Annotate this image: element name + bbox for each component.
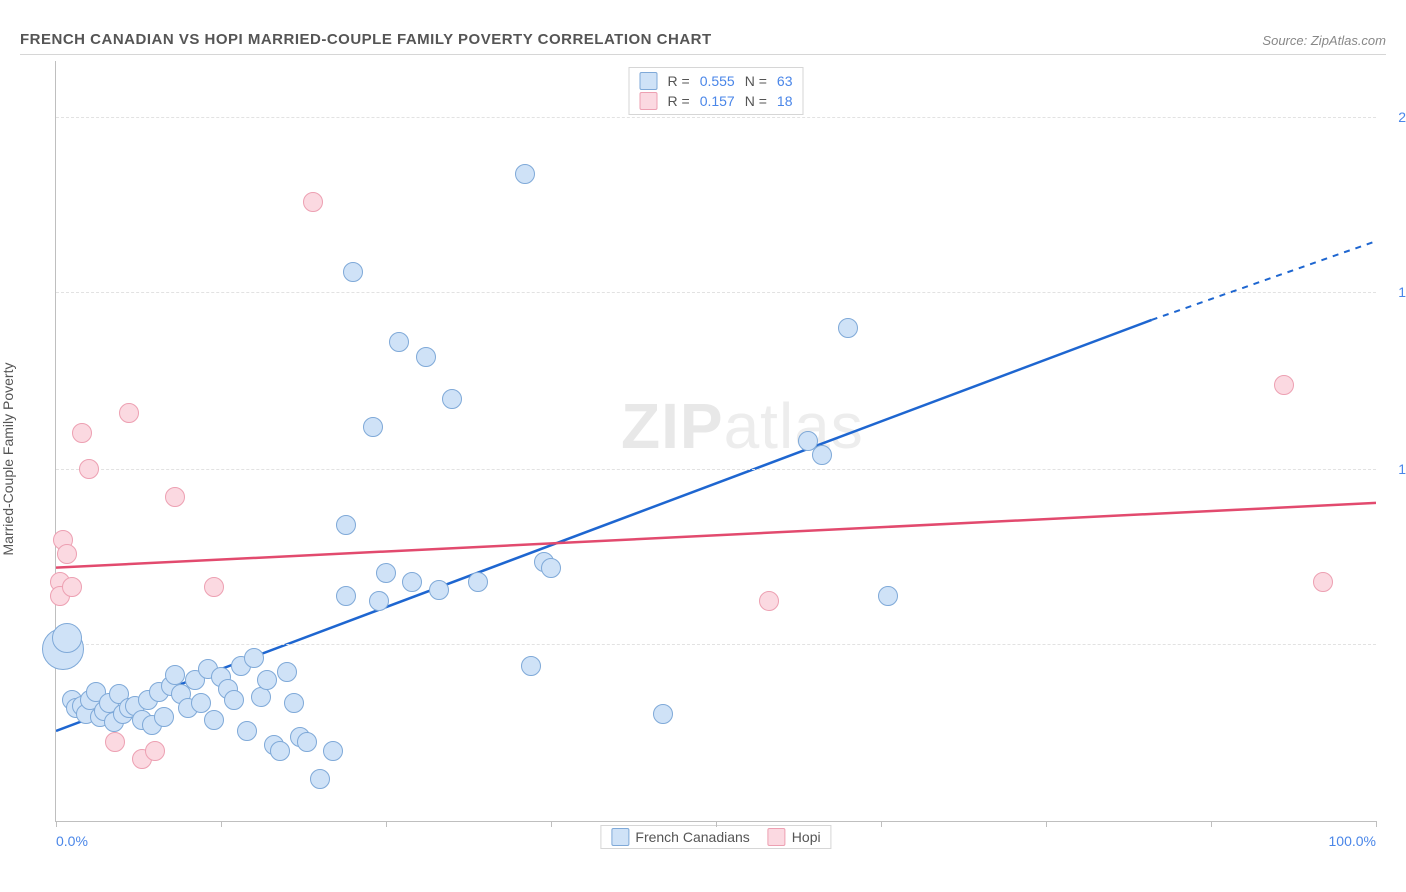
- data-point: [759, 591, 779, 611]
- data-point: [878, 586, 898, 606]
- chart-title: FRENCH CANADIAN VS HOPI MARRIED-COUPLE F…: [20, 31, 712, 48]
- data-point: [323, 741, 343, 761]
- data-point: [244, 648, 264, 668]
- data-point: [270, 741, 290, 761]
- data-point: [1274, 375, 1294, 395]
- data-point: [191, 693, 211, 713]
- data-point: [237, 721, 257, 741]
- legend-item: Hopi: [768, 828, 821, 846]
- data-point: [277, 662, 297, 682]
- data-point: [541, 558, 561, 578]
- data-point: [653, 704, 673, 724]
- data-point: [336, 515, 356, 535]
- data-point: [165, 665, 185, 685]
- data-point: [389, 332, 409, 352]
- legend-swatch-icon: [768, 828, 786, 846]
- data-point: [284, 693, 304, 713]
- legend-n-label: N =: [745, 93, 767, 109]
- data-point: [303, 192, 323, 212]
- data-point: [52, 623, 82, 653]
- gridline: [56, 117, 1376, 118]
- chart-container: Married-Couple Family Poverty ZIPatlas R…: [20, 56, 1386, 861]
- legend-n-value: 63: [777, 73, 793, 89]
- series-legend: French Canadians Hopi: [600, 825, 831, 849]
- x-tick: [56, 821, 57, 827]
- legend-r-value: 0.157: [700, 93, 735, 109]
- source-attribution: Source: ZipAtlas.com: [1262, 33, 1386, 48]
- data-point: [442, 389, 462, 409]
- data-point: [165, 487, 185, 507]
- data-point: [838, 318, 858, 338]
- legend-series-label: Hopi: [792, 829, 821, 845]
- data-point: [1313, 572, 1333, 592]
- x-tick: [1211, 821, 1212, 827]
- legend-swatch-icon: [640, 72, 658, 90]
- data-point: [376, 563, 396, 583]
- data-point: [521, 656, 541, 676]
- gridline: [56, 469, 1376, 470]
- legend-swatch-icon: [640, 92, 658, 110]
- x-tick: [551, 821, 552, 827]
- data-point: [297, 732, 317, 752]
- y-tick-label: 12.5%: [1383, 461, 1406, 477]
- data-point: [62, 577, 82, 597]
- data-point: [369, 591, 389, 611]
- data-point: [402, 572, 422, 592]
- gridline: [56, 292, 1376, 293]
- legend-n-label: N =: [745, 73, 767, 89]
- legend-series-label: French Canadians: [635, 829, 749, 845]
- x-tick: [221, 821, 222, 827]
- x-tick: [716, 821, 717, 827]
- legend-item: French Canadians: [611, 828, 749, 846]
- trend-lines: [56, 61, 1376, 821]
- legend-swatch-icon: [611, 828, 629, 846]
- legend-r-value: 0.555: [700, 73, 735, 89]
- y-tick-label: 6.3%: [1383, 636, 1406, 652]
- data-point: [145, 741, 165, 761]
- data-point: [204, 710, 224, 730]
- data-point: [343, 262, 363, 282]
- data-point: [363, 417, 383, 437]
- data-point: [429, 580, 449, 600]
- x-tick: [881, 821, 882, 827]
- y-axis-label: Married-Couple Family Poverty: [0, 362, 16, 555]
- x-tick: [1046, 821, 1047, 827]
- data-point: [812, 445, 832, 465]
- data-point: [257, 670, 277, 690]
- data-point: [515, 164, 535, 184]
- y-tick-label: 18.8%: [1383, 284, 1406, 300]
- data-point: [154, 707, 174, 727]
- data-point: [72, 423, 92, 443]
- data-point: [204, 577, 224, 597]
- data-point: [105, 732, 125, 752]
- legend-r-label: R =: [668, 73, 690, 89]
- x-tick-label: 0.0%: [56, 833, 88, 849]
- gridline: [56, 644, 1376, 645]
- data-point: [57, 544, 77, 564]
- x-tick: [386, 821, 387, 827]
- data-point: [468, 572, 488, 592]
- data-point: [224, 690, 244, 710]
- legend-n-value: 18: [777, 93, 793, 109]
- y-tick-label: 25.0%: [1383, 109, 1406, 125]
- plot-area: ZIPatlas R =0.555N =63R =0.157N =18 Fren…: [55, 61, 1376, 822]
- legend-r-label: R =: [668, 93, 690, 109]
- correlation-legend: R = 0.555 N = 63 R = 0.157 N = 18: [629, 67, 804, 115]
- data-point: [310, 769, 330, 789]
- x-tick-label: 100.0%: [1329, 833, 1376, 849]
- data-point: [79, 459, 99, 479]
- data-point: [119, 403, 139, 423]
- x-tick: [1376, 821, 1377, 827]
- data-point: [416, 347, 436, 367]
- data-point: [336, 586, 356, 606]
